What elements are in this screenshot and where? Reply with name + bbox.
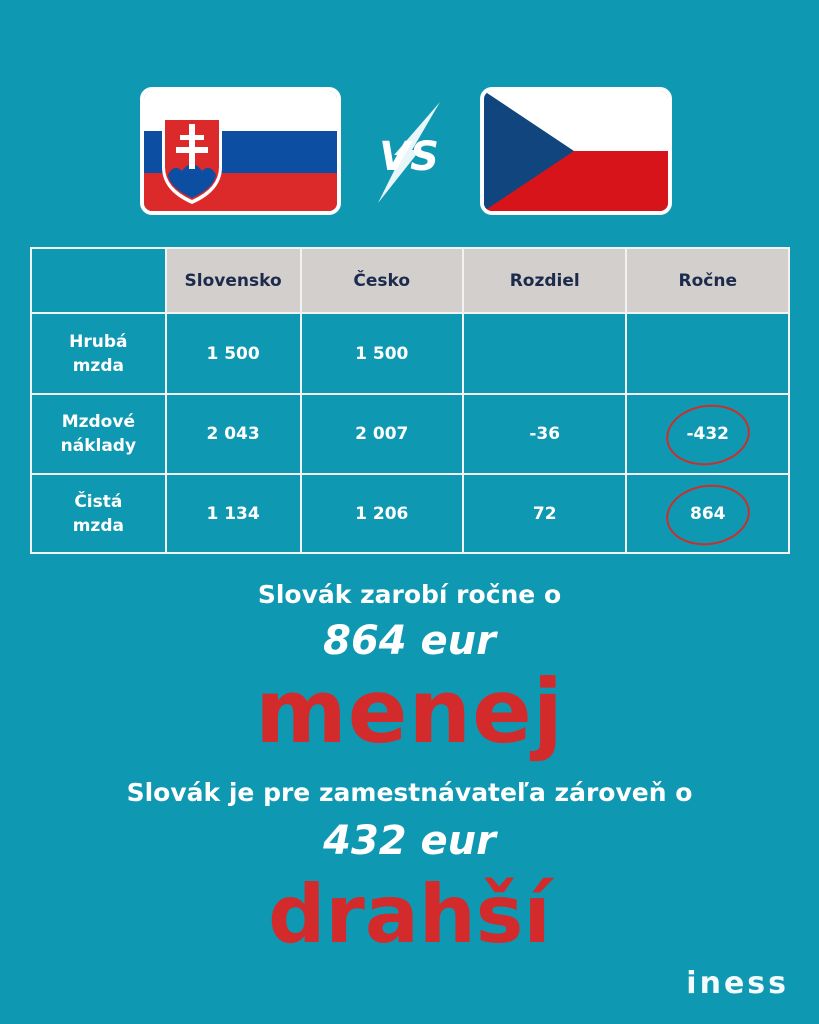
slovakia-flag <box>140 87 341 215</box>
cell: 1 500 <box>299 312 464 395</box>
red-circle-annotation <box>661 478 754 551</box>
header-rozdiel: Rozdiel <box>461 247 628 314</box>
salary-comparison-table: Slovensko Česko Rozdiel Ročne Hrubá mzda … <box>30 247 790 554</box>
vs-icon: VS <box>378 102 440 203</box>
red-circle-annotation <box>661 399 754 471</box>
table-header-row: Slovensko Česko Rozdiel Ročne <box>30 247 790 314</box>
cell-circled: 864 <box>625 473 790 554</box>
cell: 2 043 <box>164 393 302 475</box>
cell-circled: -432 <box>625 393 790 475</box>
statement-line-1: Slovák zarobí ročne o <box>257 580 562 609</box>
amount-432: 432 eur <box>323 818 496 864</box>
table-row: Hrubá mzda 1 500 1 500 <box>30 312 790 395</box>
header-empty <box>30 247 167 314</box>
cell: 1 206 <box>299 473 464 554</box>
emphasis-menej: menej <box>255 660 564 763</box>
statement-line-2: Slovák je pre zamestnávateľa zároveň o <box>126 778 693 807</box>
cell <box>625 312 790 395</box>
row-label: Hrubá mzda <box>30 312 167 395</box>
cell: -36 <box>461 393 628 475</box>
czechia-flag <box>480 87 672 215</box>
cell: 1 500 <box>164 312 302 395</box>
cell: 1 134 <box>164 473 302 554</box>
cell <box>461 312 628 395</box>
row-label: Mzdové náklady <box>30 393 167 475</box>
row-label: Čistá mzda <box>30 473 167 554</box>
table-row: Mzdové náklady 2 043 2 007 -36 -432 <box>30 393 790 475</box>
cell: 2 007 <box>299 393 464 475</box>
header-cesko: Česko <box>299 247 464 314</box>
vs-label: VS <box>379 134 439 180</box>
iness-logo: iness <box>686 966 789 1001</box>
emphasis-drahsi: drahší <box>268 868 551 961</box>
table-row: Čistá mzda 1 134 1 206 72 864 <box>30 473 790 554</box>
header-rocne: Ročne <box>625 247 790 314</box>
cell: 72 <box>461 473 628 554</box>
header-slovensko: Slovensko <box>164 247 302 314</box>
amount-864: 864 eur <box>323 618 496 664</box>
